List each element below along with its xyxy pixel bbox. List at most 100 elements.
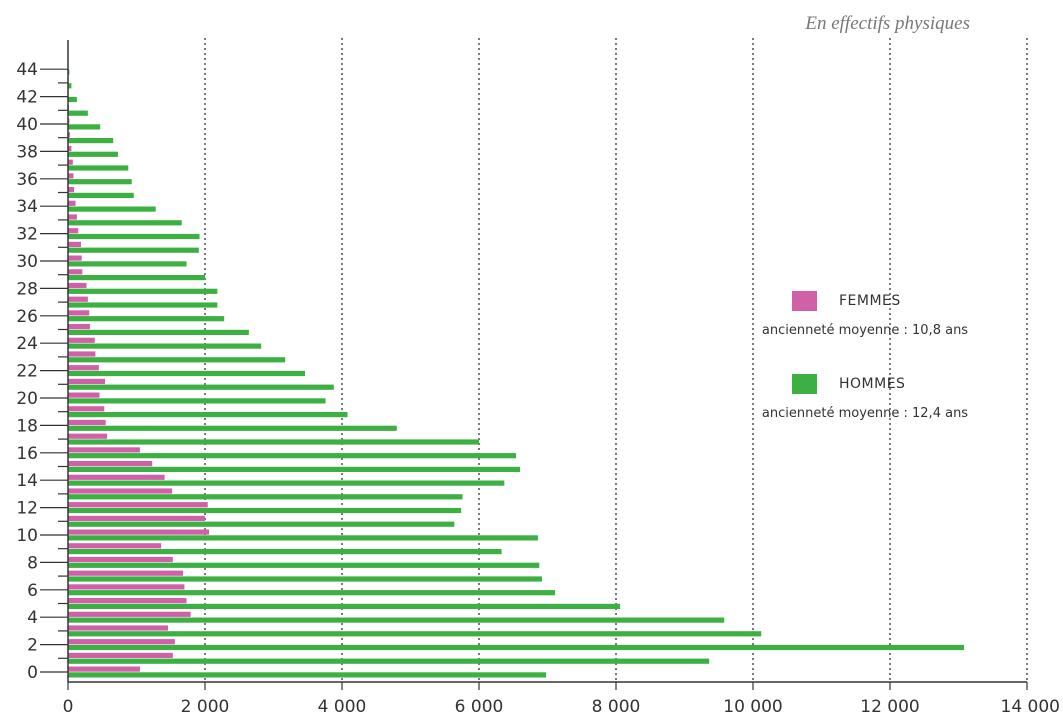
y-tick-label-4: 4 — [27, 608, 38, 628]
bar-hommes-27 — [68, 302, 218, 308]
bar-hommes-3 — [68, 631, 762, 637]
bar-femmes-14 — [68, 474, 165, 480]
bar-femmes-3 — [68, 625, 169, 631]
bar-femmes-7 — [68, 570, 184, 576]
bar-hommes-28 — [68, 288, 218, 294]
bar-femmes-23 — [68, 351, 96, 357]
legend-note-femmes: ancienneté moyenne : 10,8 ans — [761, 323, 969, 338]
bar-femmes-20 — [68, 392, 100, 398]
bar-femmes-5 — [68, 598, 187, 604]
y-tick-label-20: 20 — [16, 389, 38, 409]
y-tick-label-6: 6 — [27, 581, 38, 601]
legend-item-hommes: HOMMES — [700, 369, 1030, 399]
bar-femmes-25 — [68, 324, 90, 330]
y-tick-label-24: 24 — [16, 334, 38, 354]
bar-femmes-37 — [68, 159, 73, 165]
legend-label-femmes: FEMMES — [839, 293, 901, 309]
bar-hommes-2 — [68, 644, 964, 651]
bar-hommes-20 — [68, 398, 326, 404]
bar-hommes-14 — [68, 480, 505, 486]
bar-hommes-7 — [68, 576, 543, 582]
x-tick-label-4: 8 000 — [592, 697, 641, 717]
legend-swatch-hommes — [792, 374, 817, 394]
x-tick-label-5: 10 000 — [723, 697, 782, 717]
bar-femmes-10 — [68, 529, 210, 535]
y-tick-label-42: 42 — [16, 88, 38, 108]
bar-femmes-9 — [68, 543, 162, 549]
bar-femmes-4 — [68, 611, 191, 617]
bar-femmes-24 — [68, 337, 95, 343]
bar-femmes-26 — [68, 310, 90, 316]
bar-femmes-0 — [68, 666, 140, 672]
bar-femmes-27 — [68, 296, 88, 302]
bar-hommes-32 — [68, 233, 200, 240]
bar-hommes-31 — [68, 247, 199, 253]
x-tick-label-2: 4 000 — [318, 697, 367, 717]
bar-hommes-18 — [68, 425, 397, 431]
bar-hommes-38 — [68, 151, 119, 157]
bar-femmes-16 — [68, 447, 140, 453]
y-tick-label-30: 30 — [16, 252, 38, 272]
bar-hommes-30 — [68, 261, 187, 267]
bar-femmes-36 — [68, 173, 74, 179]
bar-femmes-22 — [68, 365, 99, 371]
bar-femmes-30 — [68, 255, 82, 261]
bar-hommes-16 — [68, 453, 516, 459]
x-tick-label-6: 12 000 — [860, 697, 919, 717]
bar-femmes-38 — [68, 145, 72, 152]
bar-femmes-17 — [68, 433, 108, 439]
y-tick-label-40: 40 — [16, 115, 38, 135]
y-tick-label-0: 0 — [27, 663, 38, 683]
legend-item-femmes: FEMMES — [700, 286, 1030, 316]
bar-femmes-12 — [68, 502, 208, 508]
bar-femmes-33 — [68, 214, 77, 220]
bar-femmes-18 — [68, 419, 106, 426]
bar-hommes-37 — [68, 165, 129, 171]
bar-hommes-9 — [68, 549, 502, 555]
bar-femmes-35 — [68, 187, 75, 193]
y-tick-label-32: 32 — [16, 225, 38, 245]
bar-hommes-5 — [68, 603, 621, 609]
bar-femmes-8 — [68, 556, 173, 563]
bar-hommes-39 — [68, 138, 114, 144]
bar-hommes-36 — [68, 179, 132, 185]
x-tick-label-3: 6 000 — [455, 697, 504, 717]
bar-hommes-25 — [68, 329, 249, 335]
legend-swatch-femmes — [792, 291, 817, 311]
bar-hommes-17 — [68, 439, 479, 445]
bar-hommes-40 — [68, 124, 101, 130]
bar-hommes-13 — [68, 494, 463, 500]
bar-hommes-15 — [68, 466, 521, 472]
x-tick-label-1: 2 000 — [181, 697, 230, 717]
legend: FEMMES ancienneté moyenne : 10,8 ans HOM… — [700, 286, 1030, 429]
y-tick-label-2: 2 — [27, 636, 38, 656]
bar-femmes-34 — [68, 200, 76, 206]
x-tick-label-0: 0 — [63, 697, 74, 717]
y-tick-label-10: 10 — [16, 526, 38, 546]
bar-hommes-43 — [68, 83, 72, 89]
legend-note-hommes: ancienneté moyenne : 12,4 ans — [761, 406, 969, 421]
bar-femmes-1 — [68, 652, 173, 658]
bar-hommes-29 — [68, 275, 205, 281]
bar-hommes-19 — [68, 412, 348, 418]
bar-hommes-10 — [68, 535, 538, 541]
chart-subtitle: En effectifs physiques — [805, 13, 970, 34]
bar-hommes-22 — [68, 370, 306, 377]
bar-hommes-26 — [68, 316, 225, 322]
y-tick-label-44: 44 — [16, 60, 38, 80]
y-tick-label-14: 14 — [16, 471, 38, 491]
legend-label-hommes: HOMMES — [839, 376, 906, 392]
y-tick-label-16: 16 — [16, 444, 38, 464]
y-tick-label-8: 8 — [27, 553, 38, 573]
bar-hommes-8 — [68, 562, 540, 568]
bar-femmes-6 — [68, 584, 185, 590]
y-tick-label-22: 22 — [16, 362, 38, 382]
x-tick-label-7: 14 000 — [1001, 697, 1060, 717]
bar-hommes-41 — [68, 110, 88, 116]
bar-hommes-4 — [68, 617, 725, 623]
bar-femmes-15 — [68, 461, 153, 467]
bar-hommes-1 — [68, 658, 710, 664]
bar-femmes-19 — [68, 406, 105, 412]
bar-femmes-32 — [68, 228, 79, 234]
